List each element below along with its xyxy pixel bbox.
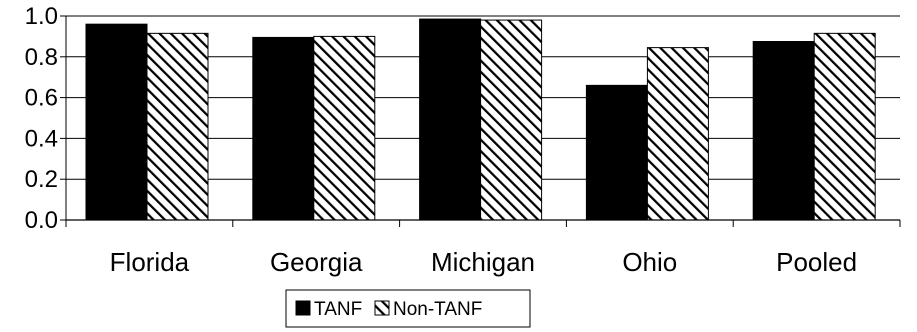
bar-non-tanf-ohio [646,47,709,221]
bar-non-tanf-michigan [480,19,543,221]
bars [85,18,876,221]
y-tick-label: 0.4 [25,125,58,152]
legend-box [285,289,531,328]
y-tick-label: 0.8 [25,44,58,71]
bar-tanf-michigan [419,18,482,221]
x-tick-label: Pooled [776,247,857,277]
x-tick-label: Michigan [431,247,535,277]
y-axis-ticks: 0.0 0.2 0.4 0.6 0.8 1.0 [25,3,66,234]
legend-label-non-tanf: Non-TANF [393,299,482,320]
bar-tanf-pooled [752,41,815,221]
legend: TANF Non-TANF [285,289,531,328]
x-tick-label: Ohio [622,247,677,277]
bar-tanf-florida [85,23,148,221]
x-axis-ticks: Florida Georgia Michigan Ohio Pooled [65,220,901,277]
legend-swatch-tanf [295,300,311,316]
y-tick-label: 0.2 [25,166,58,193]
x-tick-label: Georgia [270,247,363,277]
bar-non-tanf-florida [146,32,209,221]
bar-tanf-ohio [585,84,648,221]
y-tick-label: 0.0 [25,207,58,234]
y-tick-label: 1.0 [25,3,58,30]
legend-label-tanf: TANF [314,299,362,320]
x-tick-label: Florida [110,247,190,277]
axes [65,16,900,221]
bar-non-tanf-georgia [313,35,376,221]
legend-swatch-non-tanf [374,300,390,316]
bar-non-tanf-pooled [813,32,876,221]
y-tick-label: 0.6 [25,85,58,112]
bar-tanf-georgia [252,36,315,221]
